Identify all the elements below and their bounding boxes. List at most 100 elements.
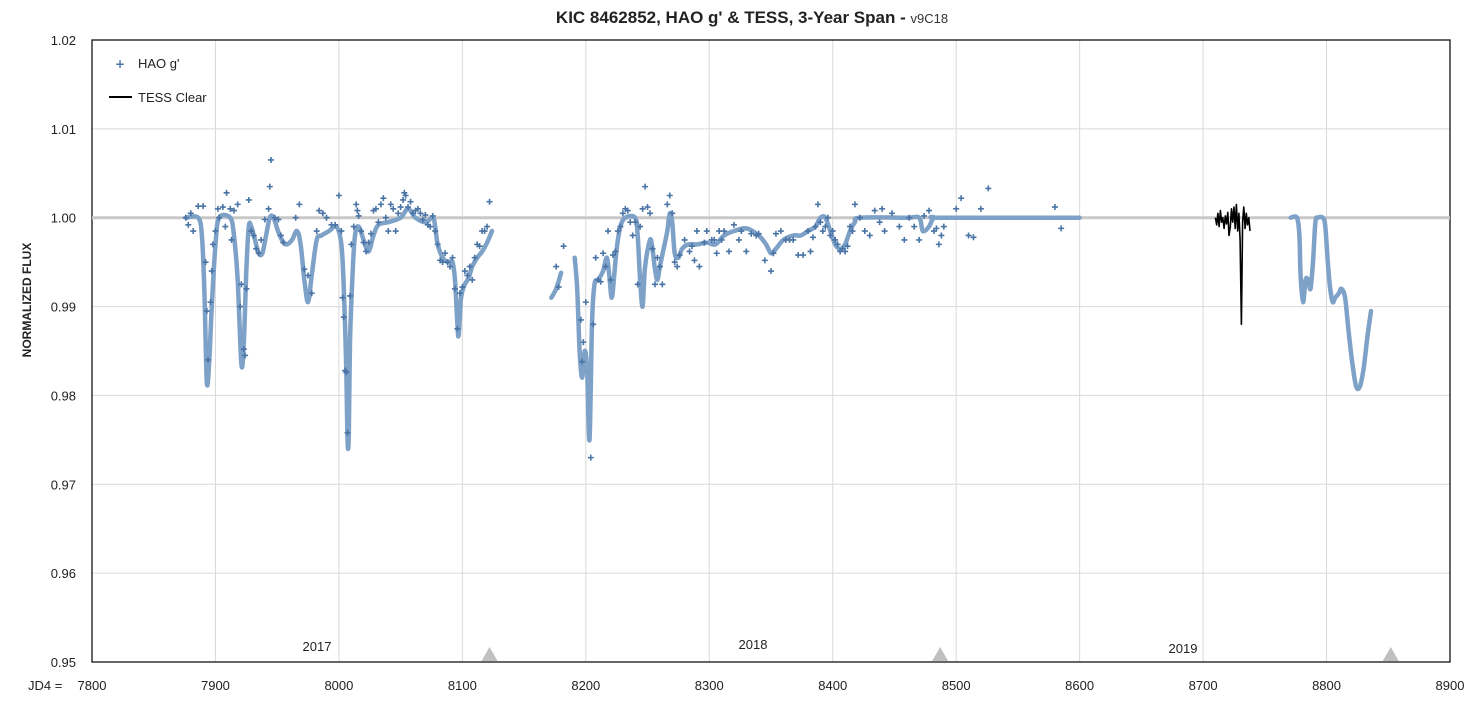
model-segment-1 (549, 270, 564, 300)
hao-point-134 (607, 276, 614, 283)
hao-point-20 (230, 207, 237, 214)
hao-point-8 (205, 356, 212, 363)
hao-point-18 (227, 205, 234, 212)
hao-point-43 (301, 266, 308, 273)
hao-point-68 (365, 239, 372, 246)
hao-point-216 (866, 232, 873, 239)
model-segment-2 (572, 210, 1082, 443)
hao-point-85 (405, 204, 412, 211)
hao-point-133 (605, 228, 612, 235)
tess-clear-line (1214, 203, 1251, 326)
hao-point-23 (238, 281, 245, 288)
year-marker-1 (932, 647, 949, 661)
hao-point-27 (245, 196, 252, 203)
hao-point-65 (358, 228, 365, 235)
hao-point-210 (844, 243, 851, 250)
hao-point-239 (985, 185, 992, 192)
x-tick-8800: 8800 (1312, 678, 1341, 693)
hao-point-224 (906, 214, 913, 221)
hao-point-55 (340, 314, 347, 321)
hao-point-86 (407, 198, 414, 205)
hao-point-7 (203, 308, 210, 315)
hao-point-117 (484, 223, 491, 230)
hao-point-225 (911, 223, 918, 230)
hao-point-80 (395, 210, 402, 217)
model-segment-3 (1288, 214, 1374, 392)
hao-point-226 (916, 236, 923, 243)
hao-point-1 (185, 221, 192, 228)
y-tick-0.98: 0.98 (51, 388, 76, 403)
hao-point-94 (427, 223, 434, 230)
hao-point-69 (368, 230, 375, 237)
hao-point-199 (817, 219, 824, 226)
hao-point-230 (933, 225, 940, 232)
hao-point-24 (240, 346, 247, 353)
hao-point-193 (800, 252, 807, 259)
hao-point-139 (619, 210, 626, 217)
hao-point-82 (400, 196, 407, 203)
x-tick-8500: 8500 (942, 678, 971, 693)
hao-point-132 (602, 263, 609, 270)
year-label-2017: 2017 (303, 639, 332, 654)
hao-point-35 (266, 183, 273, 190)
hao-point-21 (234, 201, 241, 208)
hao-point-62 (353, 201, 360, 208)
hao-point-154 (656, 263, 663, 270)
x-tick-8900: 8900 (1436, 678, 1465, 693)
y-tick-1.00: 1.00 (51, 211, 76, 226)
hao-point-157 (666, 192, 673, 199)
hao-point-6 (202, 259, 209, 266)
hao-point-53 (338, 228, 345, 235)
hao-point-74 (380, 195, 387, 202)
hao-point-151 (649, 245, 656, 252)
hao-point-213 (851, 201, 858, 208)
chart-title-version: v9C18 (910, 11, 948, 26)
chart-title: KIC 8462852, HAO g' & TESS, 3-Year Span … (556, 8, 948, 27)
hao-point-148 (642, 183, 649, 190)
hao-point-220 (881, 228, 888, 235)
hao-point-28 (248, 228, 255, 235)
hao-point-191 (790, 236, 797, 243)
hao-point-205 (832, 236, 839, 243)
hao-point-47 (316, 207, 323, 214)
hao-point-204 (829, 228, 836, 235)
hao-point-165 (691, 257, 698, 264)
hao-point-78 (390, 205, 397, 212)
x-tick-8000: 8000 (324, 678, 353, 693)
hao-point-118 (486, 198, 493, 205)
y-axis-ticks: 0.95 0.96 0.97 0.98 0.99 1.00 1.01 1.02 (51, 33, 76, 670)
hao-point-136 (612, 248, 619, 255)
hao-point-15 (219, 204, 226, 211)
x-tick-8400: 8400 (818, 678, 847, 693)
year-label-2019: 2019 (1169, 641, 1198, 656)
hao-point-171 (711, 236, 718, 243)
year-labels: 2017 2018 2019 (303, 637, 1198, 656)
x-tick-8300: 8300 (695, 678, 724, 693)
hao-point-221 (888, 210, 895, 217)
hao-point-176 (726, 248, 733, 255)
hao-point-219 (879, 205, 886, 212)
hao-point-144 (632, 219, 639, 226)
hao-point-188 (777, 228, 784, 235)
hao-point-75 (382, 214, 389, 221)
x-tick-8200: 8200 (571, 678, 600, 693)
hao-point-228 (926, 207, 933, 214)
hao-point-172 (713, 250, 720, 257)
hao-point-102 (447, 263, 454, 270)
hao-point-44 (305, 272, 312, 279)
hao-point-32 (258, 236, 265, 243)
hao-point-236 (965, 232, 972, 239)
hao-point-131 (600, 250, 607, 257)
hao-point-233 (940, 223, 947, 230)
hao-point-54 (339, 294, 346, 301)
hao-point-58 (344, 429, 351, 436)
hao-point-67 (363, 248, 370, 255)
year-marker-0 (481, 647, 498, 661)
x-tick-8100: 8100 (448, 678, 477, 693)
hao-point-84 (402, 192, 409, 199)
year-label-2018: 2018 (739, 637, 768, 652)
hao-point-159 (671, 259, 678, 266)
hao-point-2 (187, 210, 194, 217)
hao-point-164 (688, 243, 695, 250)
hao-point-183 (755, 230, 762, 237)
